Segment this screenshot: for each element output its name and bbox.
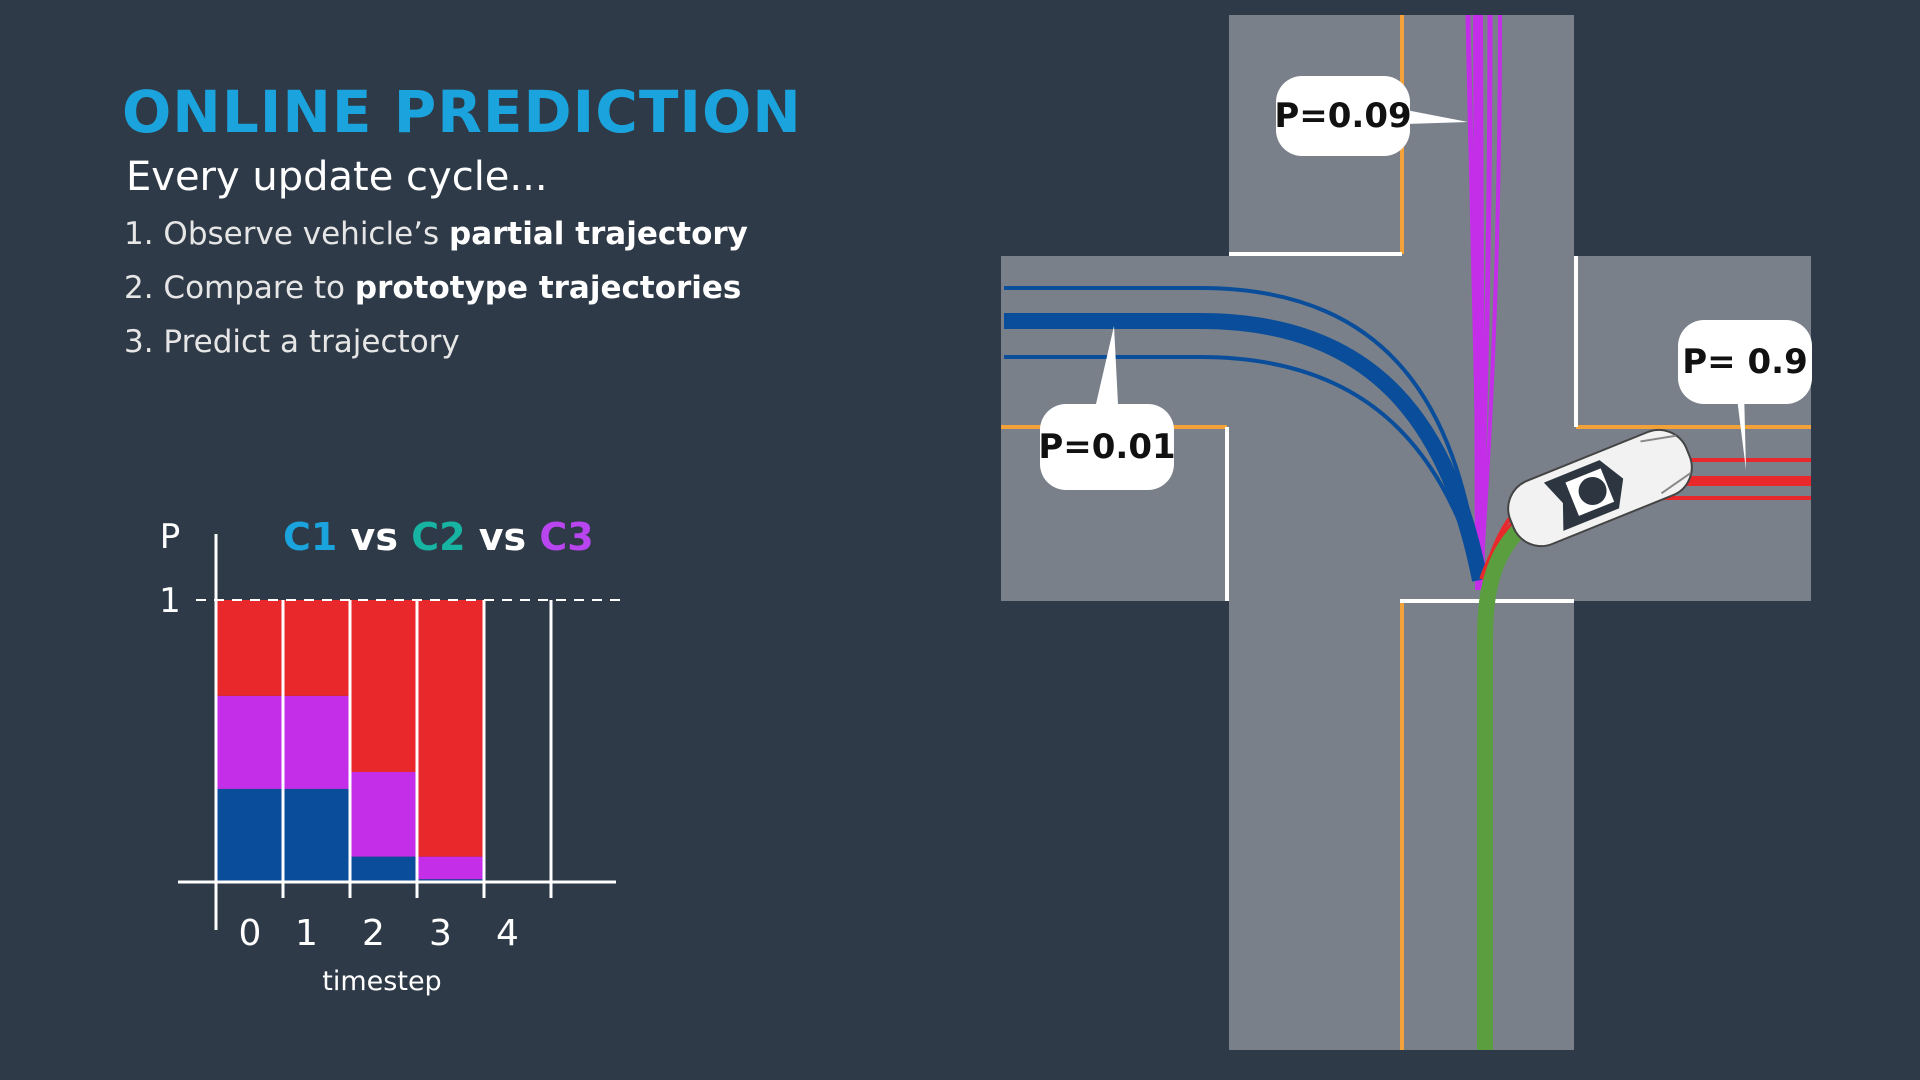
x-tick-label-3: 3 xyxy=(429,913,452,954)
chart-y-label: P xyxy=(160,517,181,557)
step-2: 2. Compare to prototype trajectories xyxy=(124,270,741,306)
bar-t2-s1 xyxy=(350,772,417,857)
x-tick-label-4: 4 xyxy=(496,913,519,954)
car-icon xyxy=(1507,428,1693,548)
chart-y-tick-1: 1 xyxy=(159,581,181,621)
bar-t3-s1 xyxy=(417,856,484,880)
chart-title: C1 vs C2 vs C3 xyxy=(283,515,594,559)
red-trajectories xyxy=(1479,458,1811,582)
chart-title-part-2: C2 xyxy=(411,515,465,559)
probability-bubble-purple: P=0.09 xyxy=(1274,76,1412,156)
chart-title-part-0: C1 xyxy=(283,515,337,559)
step-3: 3. Predict a trajectory xyxy=(124,324,460,360)
chart-x-label: timestep xyxy=(322,966,441,997)
road xyxy=(1001,15,1811,1050)
x-tick-label-0: 0 xyxy=(239,913,262,954)
page-title: ONLINE PREDICTION xyxy=(122,78,802,146)
step-1-text: 1. Observe vehicle’s xyxy=(124,216,450,252)
chart-axes xyxy=(178,534,620,930)
purple-trajectories xyxy=(1465,14,1502,591)
stop-lines xyxy=(1225,252,1578,603)
bar-t1-s0 xyxy=(283,788,350,882)
bar-t3-s2 xyxy=(417,600,484,857)
bar-t2-s0 xyxy=(350,856,417,882)
subtitle: Every update cycle... xyxy=(126,154,548,200)
chart-title-part-4: C3 xyxy=(539,515,593,559)
x-tick-label-2: 2 xyxy=(362,913,385,954)
step-2-text: 2. Compare to xyxy=(124,270,355,306)
bar-t0-s2 xyxy=(216,600,283,696)
chart-title-part-3: vs xyxy=(466,515,540,559)
bar-t0-s0 xyxy=(216,788,283,882)
step-3-text: 3. Predict a trajectory xyxy=(124,324,460,360)
x-tick-label-1: 1 xyxy=(295,913,318,954)
bar-t1-s1 xyxy=(283,695,350,789)
step-1: 1. Observe vehicle’s partial trajectory xyxy=(124,216,748,252)
bubble-pointers xyxy=(1096,110,1746,470)
probability-bubble-red: P= 0.9 xyxy=(1678,320,1812,404)
bar-t0-s1 xyxy=(216,695,283,789)
chart-bars xyxy=(216,600,484,882)
step-2-bold: prototype trajectories xyxy=(354,270,742,306)
bar-t1-s2 xyxy=(283,600,350,696)
step-1-bold: partial trajectory xyxy=(449,216,748,252)
lane-markings xyxy=(1001,15,1811,1050)
chart-title-part-1: vs xyxy=(337,515,411,559)
observed-trajectory xyxy=(1477,480,1593,1050)
probability-bubble-blue: P=0.01 xyxy=(1038,404,1176,490)
bar-t2-s2 xyxy=(350,600,417,773)
